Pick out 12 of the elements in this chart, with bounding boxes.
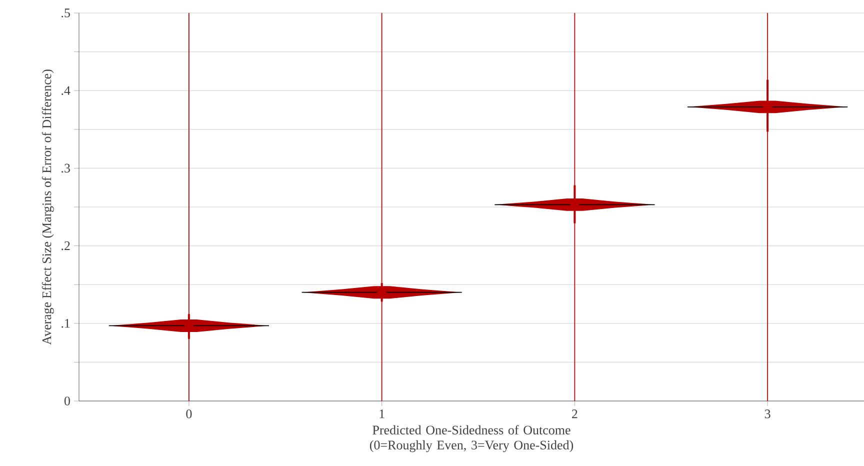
- y-tick-label: .3: [62, 164, 70, 173]
- y-tick-label: .5: [62, 8, 70, 18]
- y-tick-label: .4: [62, 86, 70, 95]
- x-tick-label: 3: [764, 410, 770, 418]
- y-axis-title: Average Effect Size (Margins of Error of Difference): [42, 70, 54, 345]
- x-tick-label: 2: [572, 410, 578, 418]
- y-tick-label: .1: [62, 319, 70, 328]
- y-tick-label: 0: [64, 396, 70, 406]
- x-tick-label: 1: [380, 410, 384, 418]
- x-tick-label: 0: [186, 410, 192, 418]
- y-tick-label: .2: [62, 241, 70, 250]
- x-axis-title: Predicted One-Sidedness of Outcome (0=Roughly Even, 3=Very One-Sided): [370, 425, 574, 452]
